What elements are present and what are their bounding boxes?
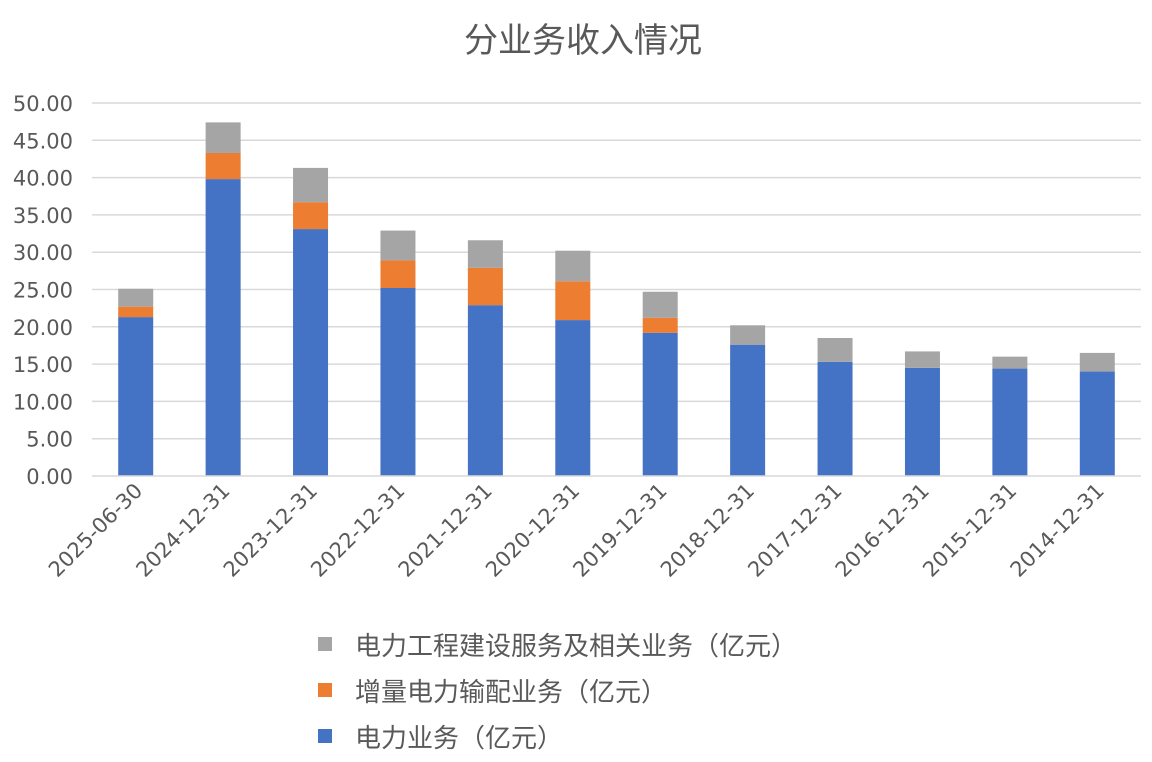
y-tick-label: 45.00 (13, 129, 73, 153)
legend-label: 电力工程建设服务及相关业务（亿元） (355, 632, 797, 662)
bar-segment-series-0 (904, 367, 940, 476)
bar-segment-series-2 (118, 288, 154, 307)
bar-segment-series-1 (118, 306, 154, 318)
legend-swatch (318, 729, 332, 743)
y-tick-label: 15.00 (13, 353, 73, 377)
y-tick-label: 25.00 (13, 279, 73, 303)
bar-segment-series-0 (730, 344, 766, 476)
bar-segment-series-0 (118, 317, 154, 476)
bar-segment-series-2 (205, 122, 241, 153)
y-tick-label: 5.00 (26, 428, 73, 452)
bar-segment-series-1 (555, 281, 591, 321)
bar-segment-series-0 (992, 368, 1028, 476)
bar-segment-series-0 (1079, 371, 1115, 476)
bars (118, 122, 1115, 477)
bar-segment-series-0 (467, 305, 503, 476)
bar-segment-series-1 (380, 260, 416, 289)
y-axis-ticks: 0.00 5.00 10.00 15.00 20.00 25.00 30.00 35.00 40… (13, 92, 73, 489)
y-tick-label: 35.00 (13, 204, 73, 228)
bar-segment-series-0 (642, 332, 678, 476)
y-tick-label: 20.00 (13, 316, 73, 340)
bar-segment-series-0 (555, 320, 591, 476)
bar-segment-series-2 (642, 291, 678, 318)
bar-segment-series-2 (293, 167, 329, 203)
bar-segment-series-2 (467, 240, 503, 268)
x-tick-label: 2014-12-31 (1006, 479, 1109, 582)
y-tick-label: 50.00 (13, 92, 73, 116)
y-tick-label: 40.00 (13, 167, 73, 191)
legend-label: 增量电力输配业务（亿元） (355, 678, 667, 708)
x-axis-ticks: 2025-06-302024-12-312023-12-312022-12-31… (44, 479, 1109, 582)
bar-segment-series-2 (992, 356, 1028, 369)
bar-segment-series-0 (205, 179, 241, 477)
chart-title: 分业务收入情况 (464, 21, 702, 61)
bar-segment-series-2 (380, 230, 416, 261)
bar-segment-series-0 (380, 288, 416, 476)
bar-segment-series-1 (205, 152, 241, 180)
bar-segment-series-2 (1079, 352, 1115, 372)
y-tick-label: 10.00 (13, 390, 73, 414)
gridlines (92, 102, 1141, 440)
bar-segment-series-1 (293, 202, 329, 230)
legend-swatch (318, 683, 332, 697)
y-tick-label: 0.00 (26, 465, 73, 489)
bar-segment-series-1 (467, 267, 503, 306)
bar-segment-series-0 (817, 361, 853, 476)
legend-swatch (318, 637, 332, 651)
bar-segment-series-2 (555, 250, 591, 282)
legend-label: 电力业务（亿元） (355, 724, 563, 754)
bar-segment-series-2 (904, 351, 940, 368)
bar-segment-series-1 (642, 317, 678, 333)
y-tick-label: 30.00 (13, 241, 73, 265)
bar-segment-series-2 (730, 325, 766, 345)
bar-segment-series-0 (293, 229, 329, 476)
bar-segment-series-2 (817, 337, 853, 362)
legend: 电力工程建设服务及相关业务（亿元） 增量电力输配业务（亿元） 电力业务（亿元） (318, 632, 797, 754)
